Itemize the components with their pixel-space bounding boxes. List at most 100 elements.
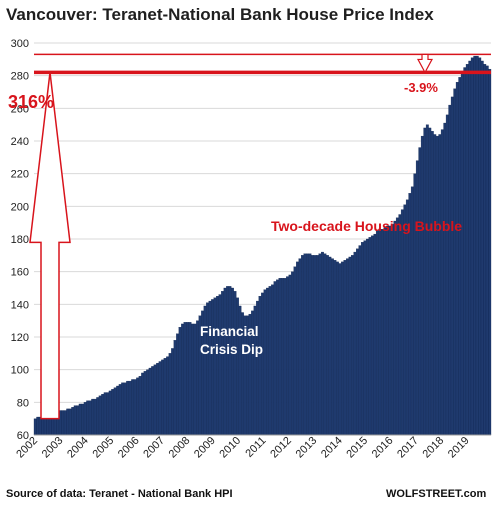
bar	[311, 255, 314, 436]
bar	[108, 390, 112, 436]
bar	[221, 291, 224, 436]
bar	[136, 377, 140, 436]
bar	[400, 209, 404, 436]
bar	[78, 403, 82, 436]
brand-label: WOLFSTREET.com	[386, 488, 486, 500]
x-tick-label: 2019	[446, 435, 472, 461]
x-tick-label: 2006	[116, 435, 142, 461]
bar	[268, 286, 272, 436]
y-tick-label: 160	[11, 267, 29, 279]
bubble-label: Two-decade Housing Bubble	[271, 218, 462, 234]
bar	[148, 367, 152, 436]
bar	[256, 300, 259, 436]
bar	[403, 204, 407, 436]
x-tick-label: 2010	[217, 435, 243, 461]
bar	[151, 366, 155, 436]
x-tick-label: 2008	[167, 435, 193, 461]
bar	[450, 96, 454, 436]
bar	[438, 134, 442, 436]
bar	[286, 276, 289, 436]
bar	[96, 397, 100, 436]
bar	[383, 227, 387, 436]
x-tick-label: 2017	[395, 435, 421, 461]
x-tick-label: 2009	[192, 435, 218, 461]
bar	[353, 251, 357, 436]
bar	[420, 135, 424, 436]
x-tick-label: 2012	[268, 435, 294, 461]
bar	[163, 358, 167, 436]
y-tick-label: 280	[11, 71, 29, 83]
bar	[91, 398, 95, 436]
bar	[271, 284, 274, 436]
bar	[333, 260, 337, 436]
bar	[128, 380, 132, 436]
bar	[488, 68, 492, 436]
bar	[433, 134, 437, 436]
bar	[98, 395, 102, 436]
bar	[153, 364, 157, 436]
bar	[61, 410, 65, 436]
y-tick-label: 240	[11, 136, 29, 148]
bar	[258, 296, 262, 436]
bar	[206, 302, 209, 436]
bar	[226, 286, 229, 436]
x-tick-label: 2007	[141, 435, 167, 461]
x-tick-label: 2018	[421, 435, 447, 461]
bar	[208, 300, 212, 436]
bar	[236, 297, 239, 436]
y-tick-label: 260	[11, 103, 29, 115]
bar	[156, 362, 160, 436]
decline-arrow-icon	[416, 53, 434, 74]
x-tick-label: 2013	[294, 435, 320, 461]
bar	[281, 278, 284, 436]
bar	[261, 292, 264, 436]
bar	[308, 253, 312, 436]
bar	[318, 253, 322, 436]
bar	[306, 253, 309, 436]
bar	[216, 296, 219, 436]
bar	[158, 361, 162, 436]
bar	[168, 353, 172, 436]
bar	[405, 199, 409, 436]
bar	[483, 64, 487, 436]
bar	[365, 238, 369, 436]
bar	[303, 253, 307, 436]
bar	[370, 235, 374, 436]
bar	[455, 82, 459, 436]
bar	[131, 379, 135, 436]
bar	[228, 286, 232, 436]
bar	[116, 385, 120, 436]
bar	[138, 376, 142, 436]
bar	[218, 294, 222, 436]
bar	[103, 392, 107, 436]
bar	[336, 261, 339, 436]
bar	[123, 382, 127, 436]
bar	[133, 379, 137, 436]
bar	[348, 256, 352, 436]
bar	[193, 323, 197, 436]
bar	[283, 278, 287, 436]
bar	[266, 287, 269, 436]
bar	[83, 402, 87, 436]
bar	[375, 230, 379, 436]
bar	[296, 261, 299, 436]
bar	[188, 322, 192, 436]
bar	[278, 278, 282, 436]
bar	[321, 251, 324, 436]
bar	[423, 127, 427, 436]
y-tick-label: 300	[11, 38, 29, 50]
bar	[211, 299, 214, 436]
bar	[231, 287, 234, 436]
bar	[66, 408, 70, 436]
y-tick-label: 200	[11, 201, 29, 213]
bar	[485, 65, 489, 436]
bar	[146, 369, 150, 436]
bar	[173, 340, 177, 436]
bar	[460, 72, 464, 436]
bar	[346, 258, 349, 436]
dip-label-line2: Crisis Dip	[200, 342, 263, 357]
y-tick-label: 100	[11, 365, 29, 377]
bar	[161, 359, 165, 436]
bar	[86, 400, 90, 436]
bar	[393, 220, 397, 436]
